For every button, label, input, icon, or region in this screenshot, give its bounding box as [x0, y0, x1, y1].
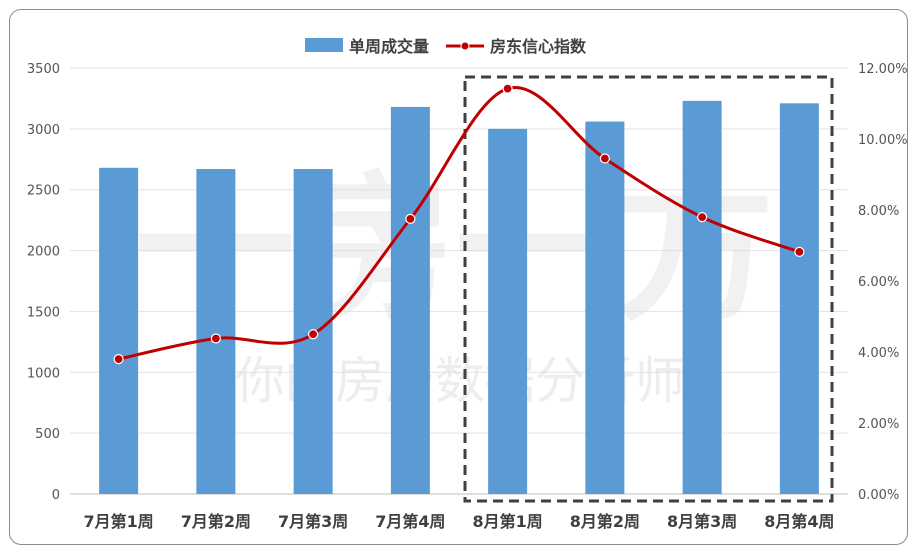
y-left-tick-label: 2500	[27, 184, 60, 199]
x-axis: 7月第1周 7月第2周 7月第3周 7月第4周 8月第1周 8月第2周 8月第3周 8月第4周	[83, 512, 834, 531]
bar	[390, 106, 430, 494]
bar-series	[99, 100, 819, 494]
line-point	[308, 329, 319, 340]
bar	[99, 167, 139, 494]
chart-card	[9, 9, 908, 545]
legend-label-line: 房东信心指数	[490, 37, 587, 56]
y-left-tick-label: 3500	[27, 62, 60, 77]
x-tick-label: 7月第2周	[181, 512, 251, 531]
y-left-tick-label: 0	[52, 488, 60, 503]
y-left-tick-label: 2000	[27, 245, 60, 260]
x-tick-label: 7月第4周	[375, 512, 445, 531]
legend-swatch-bar	[305, 38, 343, 52]
line-point	[113, 354, 124, 365]
x-tick-label: 8月第2周	[570, 512, 640, 531]
line-point	[599, 153, 610, 164]
y-right-tick-label: 4.00%	[858, 346, 899, 361]
watermark-big-text: 一房一方	[135, 156, 775, 343]
y-right-tick-label: 0.00%	[858, 488, 899, 503]
legend: 单周成交量 房东信心指数	[305, 37, 587, 56]
line-point	[210, 333, 221, 344]
y-right-tick-label: 12.00%	[858, 62, 908, 77]
bar	[488, 128, 528, 494]
y-right-tick-label: 8.00%	[858, 204, 899, 219]
x-tick-label: 7月第3周	[278, 512, 348, 531]
x-tick-label: 7月第1周	[83, 512, 153, 531]
legend-swatch-dot	[460, 41, 470, 51]
highlight-box	[463, 75, 834, 503]
y-left-tick-label: 500	[35, 427, 60, 442]
line-point	[697, 212, 708, 223]
bar	[779, 103, 819, 494]
y-left-tick-label: 1000	[27, 366, 60, 381]
line-point	[794, 246, 805, 257]
x-tick-label: 8月第1周	[472, 512, 542, 531]
bar	[682, 100, 722, 494]
y-right-tick-label: 6.00%	[858, 275, 899, 290]
legend-label-bar: 单周成交量	[349, 37, 429, 56]
series-line	[118, 85, 800, 361]
y-right-tick-label: 10.00%	[858, 133, 908, 148]
bar	[196, 169, 236, 494]
line-point	[405, 213, 416, 224]
y-left-tick-label: 3000	[27, 123, 60, 138]
line-series	[113, 83, 805, 365]
left-axis: 0 500 1000 1500 2000 2500 3000 3500	[27, 62, 60, 503]
x-tick-label: 8月第3周	[667, 512, 737, 531]
right-axis: 0.00% 2.00% 4.00% 6.00% 8.00% 10.00% 12.00%	[858, 62, 908, 503]
line-point	[502, 83, 513, 94]
y-left-tick-label: 1500	[27, 305, 60, 320]
x-tick-label: 8月第4周	[764, 512, 834, 531]
highlight-dashed-box	[463, 75, 834, 503]
y-right-tick-label: 2.00%	[858, 417, 899, 432]
bar	[585, 121, 625, 494]
